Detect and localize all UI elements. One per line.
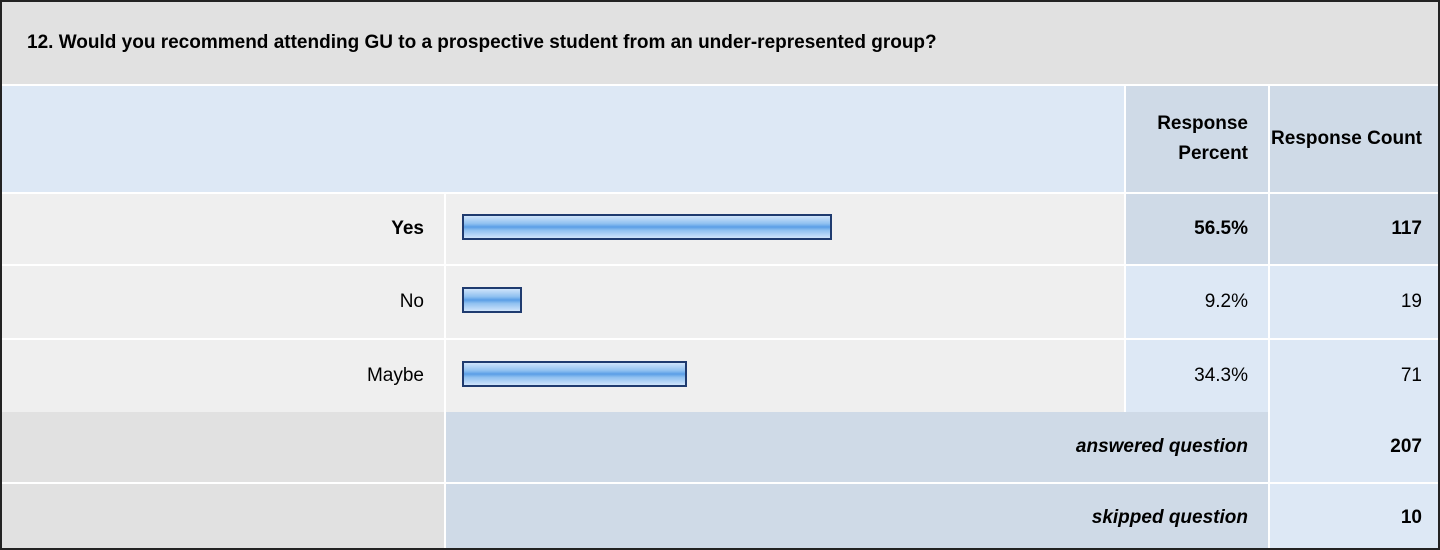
answer-label: Maybe [2,340,444,412]
response-count: 19 [1270,266,1438,338]
summary-blank [2,412,444,482]
summary-value: 10 [1270,484,1438,548]
response-percent: 56.5% [1126,194,1268,264]
bar-cell [446,266,1124,338]
summary-label: skipped question [446,484,1268,548]
summary-value: 207 [1270,412,1438,482]
response-bar [462,214,833,240]
response-bar [462,361,687,387]
summary-label: answered question [446,412,1268,482]
header-count: Response Count [1270,86,1438,192]
response-percent: 9.2% [1126,266,1268,338]
header-percent: Response Percent [1126,86,1268,192]
question-title: 12. Would you recommend attending GU to … [2,2,1438,84]
response-count: 71 [1270,340,1438,412]
response-count: 117 [1270,194,1438,264]
response-percent: 34.3% [1126,340,1268,412]
answer-label: Yes [2,194,444,264]
answer-label: No [2,266,444,338]
response-bar [462,287,523,313]
header-blank [2,86,1124,192]
summary-blank [2,484,444,548]
